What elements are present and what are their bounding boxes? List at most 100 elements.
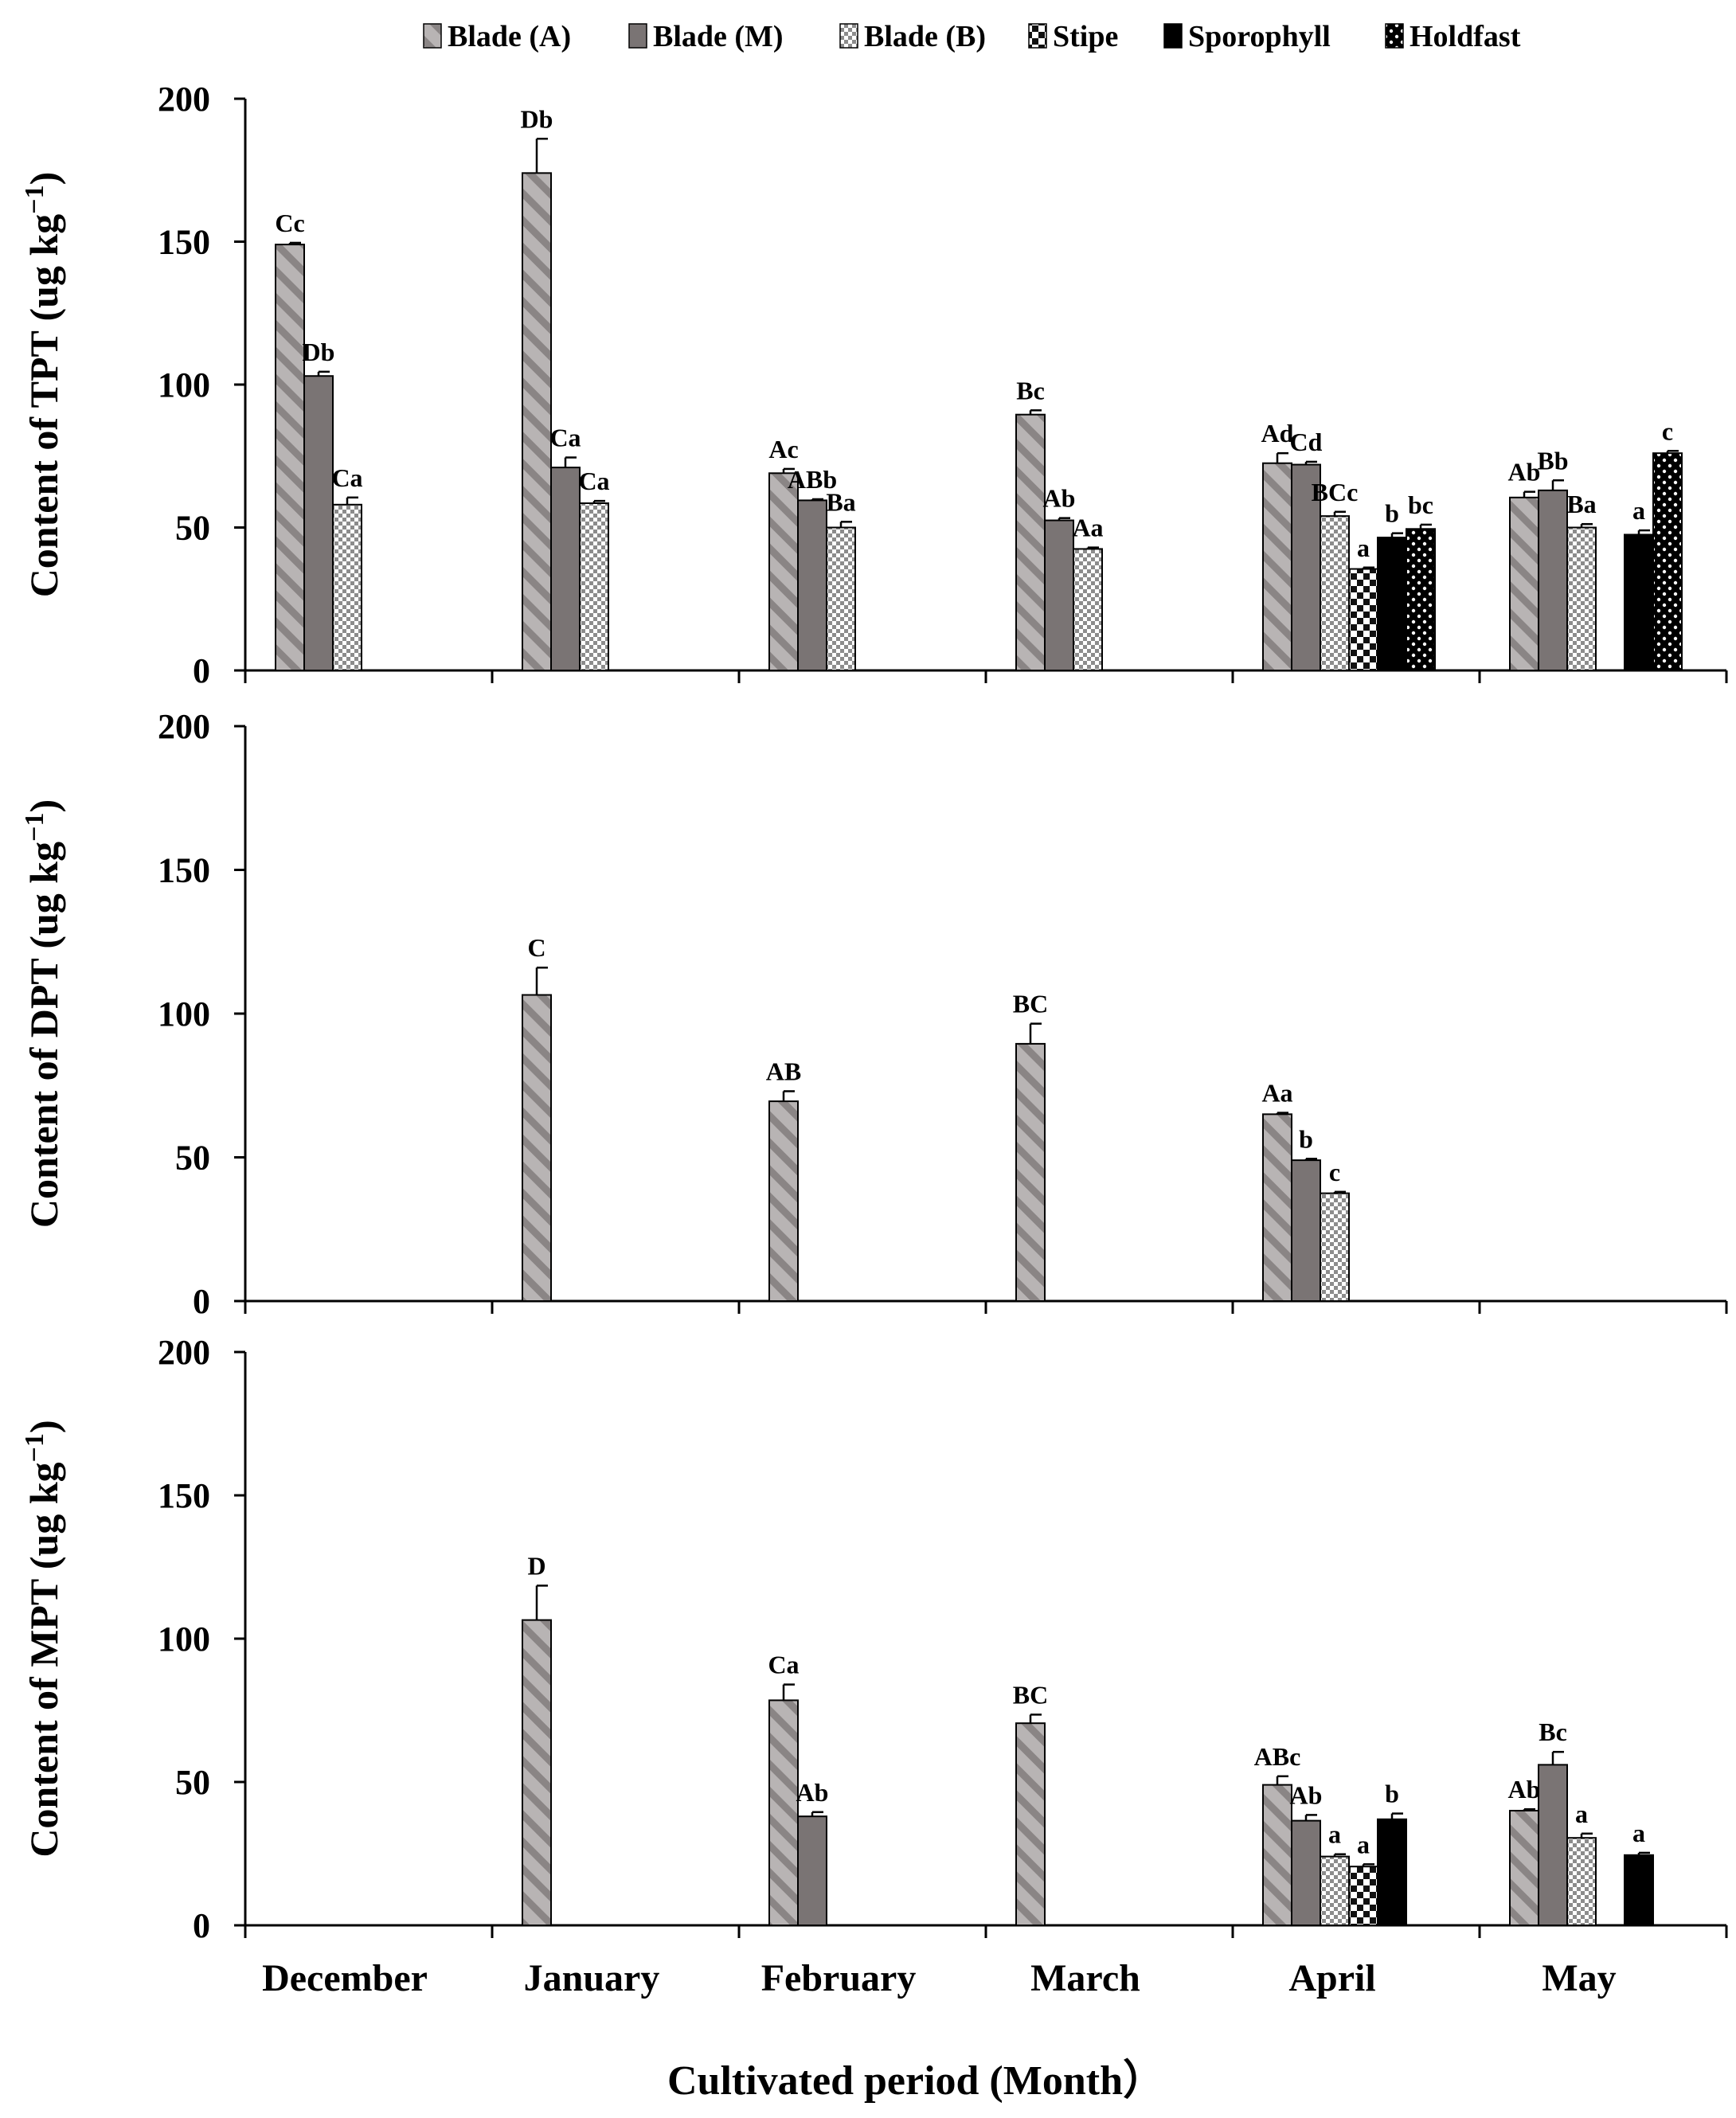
bar xyxy=(550,467,581,671)
bar xyxy=(1348,568,1378,671)
y-axis-title-main: Content of DPT (ug kg xyxy=(22,842,66,1228)
significance-label: Ca xyxy=(549,424,581,452)
bar xyxy=(1624,533,1654,671)
y-tick-label: 50 xyxy=(175,509,210,548)
bar xyxy=(1538,489,1568,672)
legend-swatch xyxy=(839,23,858,49)
y-tick-label: 150 xyxy=(158,851,210,890)
bar-group: Bb xyxy=(1537,446,1569,672)
bar xyxy=(1262,1113,1292,1302)
bar xyxy=(522,994,552,1303)
legend: Blade (A) Blade (M) Blade (B) Stipe Sporophy… xyxy=(423,20,1521,53)
significance-label: Ab xyxy=(1043,484,1076,513)
x-tick-label: December xyxy=(262,1957,428,1999)
significance-label: AB xyxy=(766,1057,801,1085)
bar-group: Db xyxy=(303,338,334,671)
bar xyxy=(1262,1784,1292,1927)
legend-label: Blade (M) xyxy=(653,20,784,53)
legend-swatch xyxy=(1385,23,1404,49)
bar xyxy=(1291,1159,1321,1302)
y-tick-label: 100 xyxy=(158,1620,210,1659)
legend-swatch xyxy=(628,23,647,49)
bar-group: a xyxy=(1348,533,1378,671)
bar xyxy=(768,1699,799,1926)
bar-group: b xyxy=(1377,1780,1407,1927)
bar-group: Bc xyxy=(1015,376,1046,671)
y-axis-title-exponent: −1 xyxy=(20,813,49,842)
significance-label: a xyxy=(1632,1819,1645,1847)
bar-group: bc xyxy=(1406,490,1436,671)
legend-label: Blade (A) xyxy=(448,20,571,53)
bar-group: Db xyxy=(521,104,553,671)
bar-group: Ca xyxy=(578,467,610,671)
bar xyxy=(579,502,609,671)
bar xyxy=(1015,413,1046,671)
legend-label: Stipe xyxy=(1053,20,1118,53)
bar-group: Ba xyxy=(826,487,856,671)
bar xyxy=(1377,1818,1407,1927)
bar-group: Cc xyxy=(275,209,305,671)
bar xyxy=(1262,462,1292,671)
significance-label: Db xyxy=(521,104,553,133)
y-axis-title-exponent: −1 xyxy=(20,185,49,213)
significance-label: b xyxy=(1385,499,1399,528)
significance-label: Ca xyxy=(578,467,609,495)
legend-item: Blade (A) xyxy=(423,20,571,53)
significance-label: Cd xyxy=(1290,428,1323,456)
y-tick-label: 50 xyxy=(175,1763,210,1802)
significance-label: bc xyxy=(1408,490,1433,519)
significance-label: Ab xyxy=(1508,458,1541,487)
bar xyxy=(1538,1764,1568,1926)
significance-label: a xyxy=(1357,1830,1370,1858)
bar-group: Ac xyxy=(768,435,799,671)
x-tick-label: January xyxy=(524,1957,660,1999)
y-tick-label: 150 xyxy=(158,1476,210,1515)
significance-label: BCc xyxy=(1312,478,1359,506)
bar xyxy=(1509,1810,1539,1926)
y-tick-label: 0 xyxy=(193,651,210,690)
bar xyxy=(826,526,856,671)
bar xyxy=(303,375,334,671)
bar-group: Cd xyxy=(1290,428,1323,672)
bar-group: a xyxy=(1624,496,1654,671)
legend-swatch xyxy=(423,23,442,49)
y-tick-label: 200 xyxy=(158,707,210,746)
y-tick-label: 100 xyxy=(158,995,210,1034)
x-tick-label: February xyxy=(761,1957,917,1999)
y-axis-title-exponent: −1 xyxy=(20,1433,49,1462)
significance-label: Bb xyxy=(1537,446,1568,475)
significance-label: Ab xyxy=(1508,1775,1541,1803)
y-tick-label: 150 xyxy=(158,223,210,262)
panel-dpt: 0 50 100 150 200 Content of DPT (ug kg−1) C AB B… xyxy=(20,707,1728,1321)
bar xyxy=(768,1100,799,1302)
significance-label: a xyxy=(1632,496,1645,525)
bar-group: AB xyxy=(766,1057,801,1302)
y-tick-label: 100 xyxy=(158,365,210,404)
legend-item: Blade (M) xyxy=(628,20,784,53)
significance-label: Ca xyxy=(331,463,362,492)
significance-label: Ab xyxy=(1290,1780,1323,1809)
bar xyxy=(1291,1819,1321,1927)
bar xyxy=(332,503,362,672)
y-axis-title-close: ) xyxy=(22,1420,66,1433)
bar-group: Aa xyxy=(1072,514,1104,671)
bar-group: Aa xyxy=(1261,1079,1293,1302)
legend-item: Sporophyll xyxy=(1163,20,1331,53)
y-axis-title-main: Content of TPT (ug kg xyxy=(22,214,66,598)
legend-item: Stipe xyxy=(1028,20,1118,53)
significance-label: b xyxy=(1385,1780,1399,1808)
y-tick-label: 0 xyxy=(193,1282,210,1321)
bar-group: a xyxy=(1320,1820,1350,1927)
legend-label: Blade (B) xyxy=(864,20,986,53)
x-tick-label: May xyxy=(1542,1957,1616,1999)
bar-group: Ad xyxy=(1261,419,1294,671)
significance-label: a xyxy=(1575,1800,1588,1828)
bar xyxy=(275,244,305,671)
y-axis-title-close: ) xyxy=(22,799,66,813)
significance-label: Aa xyxy=(1261,1079,1292,1108)
bar-group: Ca xyxy=(768,1651,800,1926)
legend-item: Holdfast xyxy=(1385,20,1521,53)
bar-group: Ab xyxy=(1043,484,1076,672)
bar xyxy=(1320,1192,1350,1302)
